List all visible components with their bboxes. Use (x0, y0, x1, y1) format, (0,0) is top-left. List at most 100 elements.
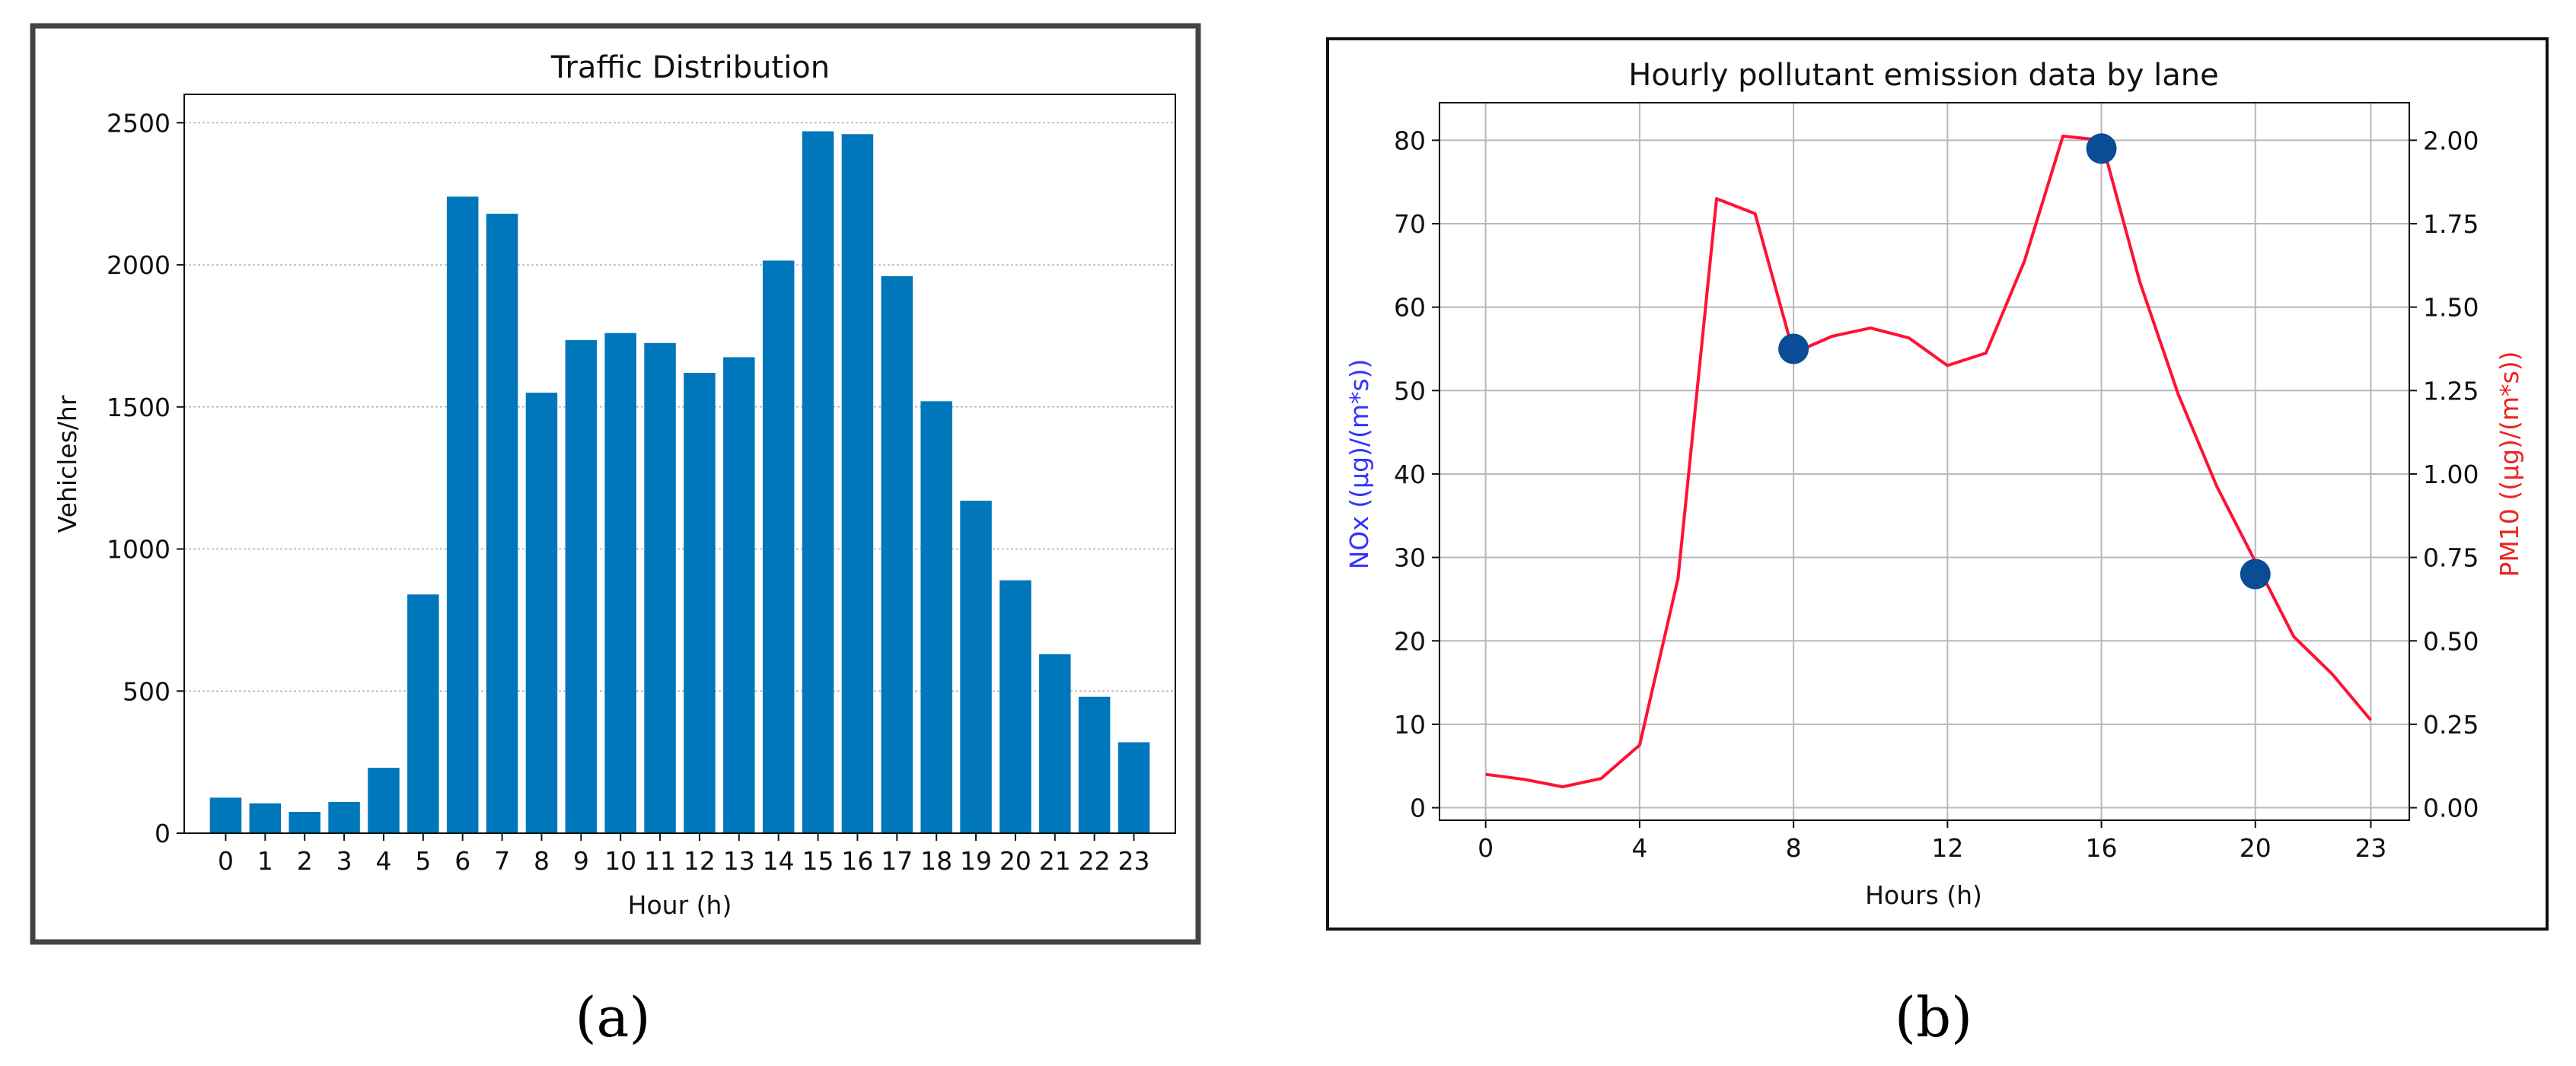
chart-b-right-y-ticks: 0.00 0.25 0.50 0.75 1.00 1.25 1.50 1.75 2.00 (2409, 126, 2479, 823)
chart-b-marker (2240, 558, 2271, 590)
chart-a-x-tick-label: 19 (960, 846, 992, 876)
chart-a-x-tick-label: 14 (763, 846, 795, 876)
panel-b-label: (b) (1895, 985, 1972, 1049)
chart-a-x-tick-label: 12 (684, 846, 716, 876)
chart-b-right-tick-label: 0.50 (2423, 626, 2479, 656)
chart-a-bar (328, 801, 360, 833)
chart-b-right-tick-label: 0.25 (2423, 710, 2479, 740)
chart-a-x-tick-label: 11 (644, 846, 676, 876)
chart-a-x-tick-label: 13 (723, 846, 755, 876)
chart-b-axes (1439, 102, 2410, 821)
panel-b-frame (1326, 37, 2549, 931)
chart-a-x-tick-label: 2 (297, 846, 313, 876)
chart-a-x-tick-label: 5 (415, 846, 431, 876)
chart-b-right-tick-label: 2.00 (2423, 126, 2479, 155)
chart-b-right-tick-label: 1.00 (2423, 460, 2479, 489)
chart-b-right-tick-label: 1.25 (2423, 376, 2479, 406)
chart-b-grid (1439, 103, 2409, 820)
chart-a-bar (920, 401, 952, 833)
chart-b-left-tick-label: 10 (1394, 710, 1426, 740)
chart-a-bar (1039, 654, 1071, 833)
chart-a-bar (525, 393, 558, 833)
chart-a-bars (209, 131, 1150, 834)
chart-a-bar (368, 768, 400, 833)
chart-b-left-tick-label: 30 (1394, 543, 1426, 573)
chart-a-y-tick-label: 2000 (107, 250, 171, 280)
chart-a-bar (999, 580, 1031, 833)
chart-b-title: Hourly pollutant emission data by lane (1628, 58, 2218, 93)
chart-b-marker (1778, 333, 1809, 364)
chart-b-right-y-label: PM10 ((µg)/(m*s)) (2495, 352, 2524, 578)
chart-a-bar (1117, 742, 1150, 833)
chart-a-x-tick-label: 8 (534, 846, 550, 876)
chart-a-bar (802, 131, 834, 834)
chart-a-bar (762, 260, 795, 834)
chart-b-left-tick-label: 0 (1410, 794, 1426, 823)
chart-a-bar (289, 811, 320, 833)
chart-a-bar (644, 342, 676, 834)
chart-a-bar (407, 594, 439, 833)
chart-a-title: Traffic Distribution (550, 50, 830, 85)
chart-a-x-tick-label: 18 (920, 846, 952, 876)
chart-b-right-tick-label: 0.75 (2423, 543, 2479, 573)
chart-b-series (1485, 134, 2372, 789)
chart-b-left-y-label: NOx ((µg)/(m*s)) (1344, 359, 1374, 570)
chart-b-x-tick-label: 8 (1786, 833, 1802, 863)
chart-a-bar (446, 196, 479, 833)
chart-a-y-ticks: 0 500 1000 1500 2000 2500 (107, 108, 184, 848)
panel-b: Hourly pollutant emission data by lane 0… (1326, 37, 2549, 931)
chart-b-left-tick-label: 20 (1394, 626, 1426, 656)
chart-b-left-tick-label: 70 (1394, 209, 1426, 239)
panel-a: Traffic Distribution 0 500 1000 1500 2000 250… (30, 23, 1201, 945)
chart-b-marker (2086, 133, 2117, 164)
chart-b-left-tick-label: 80 (1394, 126, 1426, 155)
chart-a-bar (881, 276, 913, 833)
chart-a-bar (1078, 696, 1111, 833)
chart-b-x-tick-label: 0 (1478, 833, 1494, 863)
chart-a-bar (209, 797, 242, 833)
chart-a-x-tick-label: 20 (999, 846, 1031, 876)
chart-b-x-tick-label: 16 (2086, 833, 2118, 863)
chart-a-x-tick-label: 4 (375, 846, 391, 876)
chart-a-x-label: Hour (h) (628, 890, 732, 920)
chart-b-x-ticks: 0 4 8 12 16 20 23 (1478, 820, 2386, 863)
chart-a-x-tick-label: 23 (1118, 846, 1150, 876)
chart-a-bar (841, 134, 874, 834)
chart-a-y-tick-label: 2500 (107, 108, 171, 138)
chart-a-x-tick-label: 6 (454, 846, 470, 876)
chart-b-x-label: Hours (h) (1865, 880, 1982, 910)
chart-a-x-tick-label: 15 (802, 846, 834, 876)
chart-b-left-y-ticks: 0 10 20 30 40 50 60 70 80 (1394, 126, 1439, 823)
chart-a-bar (723, 357, 755, 834)
chart-b-x-tick-label: 4 (1631, 833, 1647, 863)
chart-a-x-tick-label: 16 (841, 846, 873, 876)
chart-a-y-tick-label: 1000 (107, 535, 171, 565)
chart-a-y-label: Vehicles/hr (53, 395, 82, 533)
chart-b-x-tick-label: 23 (2354, 833, 2386, 863)
chart-b-right-tick-label: 0.00 (2423, 794, 2479, 823)
chart-a-x-tick-label: 21 (1039, 846, 1071, 876)
chart-a-bar (486, 213, 518, 833)
chart-a-axes (183, 94, 1176, 834)
chart-a-x-tick-label: 1 (257, 846, 273, 876)
chart-a-bar (684, 372, 716, 833)
chart-b-series-line (1485, 134, 2372, 789)
chart-a-bar (249, 803, 282, 833)
chart-a-bar (565, 340, 598, 834)
chart-b-right-tick-label: 1.50 (2423, 293, 2479, 323)
chart-a-y-tick-label: 1500 (107, 393, 171, 422)
chart-a-bar (604, 333, 636, 833)
chart-a-x-tick-label: 0 (218, 846, 234, 876)
chart-b-left-tick-label: 60 (1394, 293, 1426, 323)
chart-a-y-tick-label: 500 (123, 676, 171, 706)
chart-a-x-tick-label: 7 (494, 846, 510, 876)
chart-b-markers (1778, 133, 2271, 590)
chart-a-x-tick-label: 22 (1079, 846, 1111, 876)
chart-b-left-tick-label: 50 (1394, 376, 1426, 406)
chart-a-x-tick-label: 10 (604, 846, 636, 876)
chart-b-left-tick-label: 40 (1394, 460, 1426, 489)
chart-a-x-tick-label: 3 (336, 846, 352, 876)
chart-a-x-tick-label: 9 (573, 846, 589, 876)
chart-a-x-ticks: 0 1 2 3 4 5 6 7 8 9 10 11 12 13 14 15 16 17 18 19 20 21 22 23 (218, 833, 1150, 876)
